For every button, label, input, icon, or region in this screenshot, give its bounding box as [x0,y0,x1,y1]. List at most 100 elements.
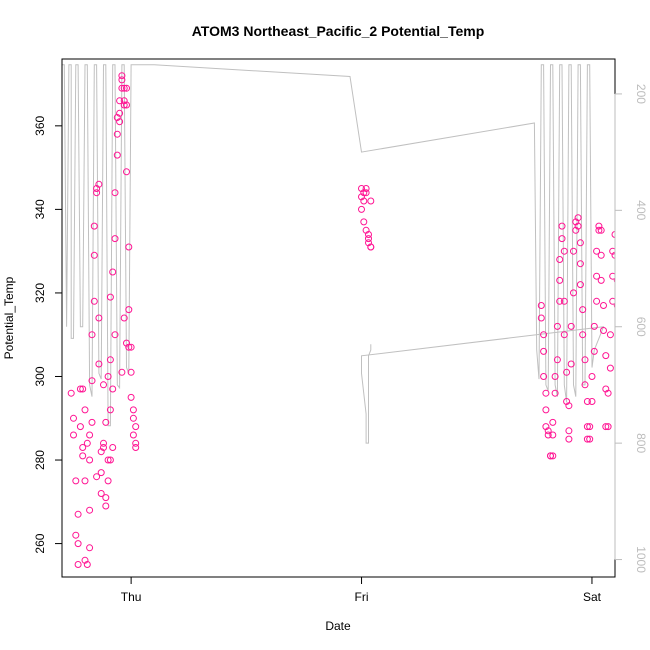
data-point [630,453,636,459]
data-point [100,439,107,447]
data-point [86,506,94,514]
data-point [72,531,80,539]
data-point [540,347,548,355]
right-tick-label: 400 [634,200,648,220]
data-point [116,97,124,105]
data-point [588,373,596,380]
data-point [93,473,101,481]
data-point [633,407,639,413]
data-point [628,424,634,430]
data-point [602,352,610,360]
data-point [621,227,627,233]
data-point [358,193,365,201]
data-point [129,406,137,414]
data-point [106,406,114,414]
data-point [572,226,580,234]
data-point [604,389,612,397]
data-point [593,272,601,280]
data-point [551,373,559,380]
data-point [606,331,614,339]
data-point [90,251,98,259]
data-point [125,306,133,314]
data-point [567,360,575,368]
data-point [72,477,80,485]
data-point [113,114,121,121]
data-point [81,406,89,414]
data-point [74,561,82,568]
data-point [553,322,561,330]
data-point [86,456,94,464]
depth-line [62,64,605,444]
data-point [132,423,140,431]
data-point [118,84,126,92]
data-point [586,435,594,443]
data-point [570,289,577,297]
y-tick-label: 280 [33,450,47,470]
data-point [102,502,110,510]
data-point [367,243,375,251]
data-point [120,314,128,322]
data-point [76,423,84,431]
data-point [635,374,641,380]
data-point [613,277,615,284]
data-point [572,218,580,226]
data-point [367,197,375,205]
data-point [100,381,107,389]
data-point [558,235,566,243]
data-point [540,331,548,339]
data-point [76,385,84,393]
data-point [583,423,591,431]
y-tick-label: 340 [33,199,47,219]
data-point [565,427,573,435]
data-point [120,97,128,105]
data-point [88,331,96,339]
data-point [132,444,140,451]
x-tick-label: Fri [355,590,369,604]
data-point [628,403,634,409]
data-point [90,222,98,230]
right-tick-label: 200 [634,84,648,104]
data-point [93,185,101,192]
data-point [600,302,607,309]
data-point [79,452,87,460]
data-point [127,343,135,351]
data-point [109,444,117,451]
data-point [123,339,130,347]
y-tick-label: 300 [33,366,47,386]
data-point [118,72,126,80]
data-point [617,348,623,354]
data-point [626,307,632,313]
data-point [613,302,615,309]
data-point [365,235,372,243]
data-point [611,231,615,238]
data-point [624,282,630,288]
data-point [563,368,571,376]
data-point [621,248,627,254]
data-point [644,273,650,279]
data-point [104,373,112,380]
data-point [132,439,140,447]
data-point [547,452,554,460]
data-point [109,385,117,393]
data-point [74,540,82,548]
data-point [537,314,545,322]
plot-frame [61,58,616,578]
data-point [93,189,101,197]
data-point [95,360,103,368]
data-point [593,247,601,255]
data-point [609,297,615,305]
data-point [563,398,571,405]
data-point [642,232,648,238]
data-point [597,276,605,284]
data-point [118,368,126,376]
data-point [626,336,632,342]
data-point [113,151,121,159]
data-point [88,418,96,426]
data-point [358,185,365,192]
data-point [574,222,582,230]
data-point [74,510,82,518]
data-point [118,76,126,84]
data-point [70,414,77,422]
data-point [127,368,135,376]
data-point [635,340,641,346]
